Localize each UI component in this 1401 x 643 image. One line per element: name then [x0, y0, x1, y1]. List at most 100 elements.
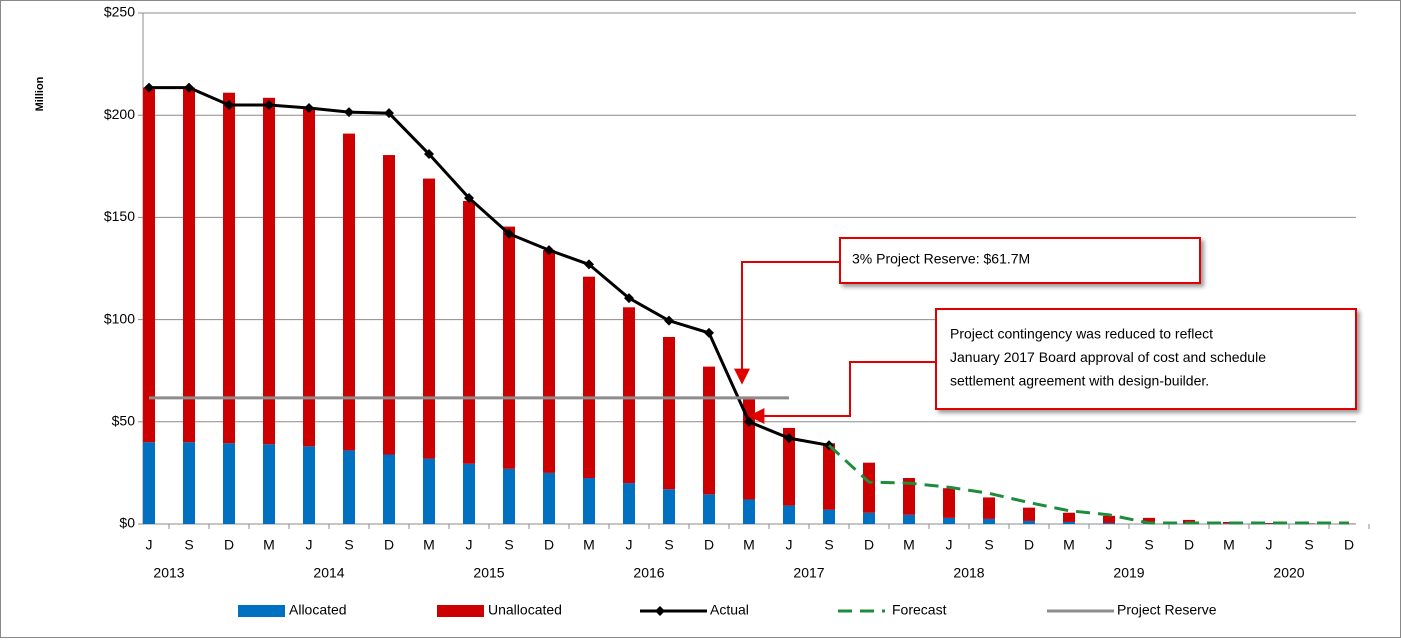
x-group-label: 2019 — [1113, 565, 1144, 581]
y-axis-label: Million — [34, 76, 46, 111]
x-tick-label: S — [984, 537, 993, 553]
x-tick-label: S — [504, 537, 513, 553]
bar — [183, 88, 195, 443]
x-tick-label: S — [184, 537, 193, 553]
bar — [383, 455, 395, 524]
x-tick-label: J — [626, 537, 633, 553]
bar — [1023, 521, 1035, 524]
x-tick-label: D — [544, 537, 554, 553]
x-group-label: 2015 — [473, 565, 504, 581]
bar — [463, 201, 475, 464]
x-tick-label: M — [1223, 537, 1235, 553]
x-tick-label: M — [1063, 537, 1075, 553]
x-tick-label: D — [1024, 537, 1034, 553]
bar — [343, 134, 355, 451]
x-tick-label: J — [1266, 537, 1273, 553]
y-tick-label: $150 — [104, 208, 135, 224]
x-tick-label: S — [664, 537, 673, 553]
y-tick-label: $200 — [104, 106, 135, 122]
bar — [943, 488, 955, 518]
y-tick-label: $50 — [112, 413, 136, 429]
x-tick-label: D — [224, 537, 234, 553]
x-tick-label: D — [1344, 537, 1354, 553]
bar — [823, 510, 835, 524]
bar — [263, 444, 275, 524]
x-tick-label: J — [946, 537, 953, 553]
x-tick-label: J — [306, 537, 313, 553]
legend-label: Allocated — [289, 602, 347, 618]
x-group-label: 2017 — [793, 565, 824, 581]
annotation-text: Project contingency was reduced to refle… — [950, 326, 1213, 342]
bar — [1103, 523, 1115, 524]
legend-swatch — [238, 605, 285, 617]
x-tick-label: M — [583, 537, 595, 553]
bar — [1103, 516, 1115, 523]
y-tick-label: $0 — [119, 515, 135, 531]
bar — [583, 478, 595, 524]
annotation-text: settlement agreement with design-builder… — [950, 373, 1209, 389]
x-tick-label: D — [384, 537, 394, 553]
bar — [383, 155, 395, 454]
bar — [303, 109, 315, 446]
x-tick-label: M — [423, 537, 435, 553]
bar — [183, 442, 195, 524]
x-group-label: 2013 — [153, 565, 184, 581]
y-tick-label: $250 — [104, 4, 135, 20]
bar — [623, 307, 635, 483]
x-tick-label: D — [704, 537, 714, 553]
x-group-label: 2020 — [1273, 565, 1304, 581]
bar — [583, 277, 595, 478]
bar — [983, 497, 995, 518]
bar — [1063, 513, 1075, 522]
legend-label: Project Reserve — [1117, 602, 1217, 618]
x-tick-label: J — [466, 537, 473, 553]
y-tick-label: $100 — [104, 310, 135, 326]
bar — [143, 442, 155, 524]
legend-label: Forecast — [892, 602, 947, 618]
bar — [863, 513, 875, 524]
bar — [663, 337, 675, 489]
bar — [863, 463, 875, 513]
x-group-label: 2016 — [633, 565, 664, 581]
bar — [903, 515, 915, 524]
bar — [263, 98, 275, 444]
x-tick-label: D — [864, 537, 874, 553]
x-tick-label: S — [1144, 537, 1153, 553]
bar — [1023, 508, 1035, 521]
x-tick-label: J — [146, 537, 153, 553]
bar — [943, 518, 955, 524]
x-tick-label: M — [903, 537, 915, 553]
bar — [503, 469, 515, 524]
bar — [223, 443, 235, 524]
bar — [303, 446, 315, 524]
x-tick-label: M — [743, 537, 755, 553]
bar — [1063, 522, 1075, 524]
x-tick-label: J — [786, 537, 793, 553]
bar — [543, 473, 555, 524]
bar — [343, 450, 355, 524]
bar — [823, 443, 835, 509]
bar — [223, 93, 235, 444]
annotation-text: January 2017 Board approval of cost and … — [950, 349, 1266, 365]
bar — [703, 367, 715, 495]
bar — [423, 179, 435, 459]
legend-label: Actual — [710, 602, 749, 618]
bar — [463, 464, 475, 524]
annotation-text: 3% Project Reserve: $61.7M — [852, 251, 1030, 267]
bar — [143, 88, 155, 443]
legend-swatch — [437, 605, 484, 617]
x-tick-label: S — [344, 537, 353, 553]
x-group-label: 2018 — [953, 565, 984, 581]
x-tick-label: S — [1304, 537, 1313, 553]
bar — [783, 506, 795, 524]
x-group-label: 2014 — [313, 565, 344, 581]
bar — [623, 483, 635, 524]
bar — [663, 489, 675, 524]
x-tick-label: M — [263, 537, 275, 553]
legend-label: Unallocated — [488, 602, 562, 618]
x-tick-label: J — [1106, 537, 1113, 553]
bar — [423, 459, 435, 524]
bar — [743, 499, 755, 524]
bar — [703, 494, 715, 524]
